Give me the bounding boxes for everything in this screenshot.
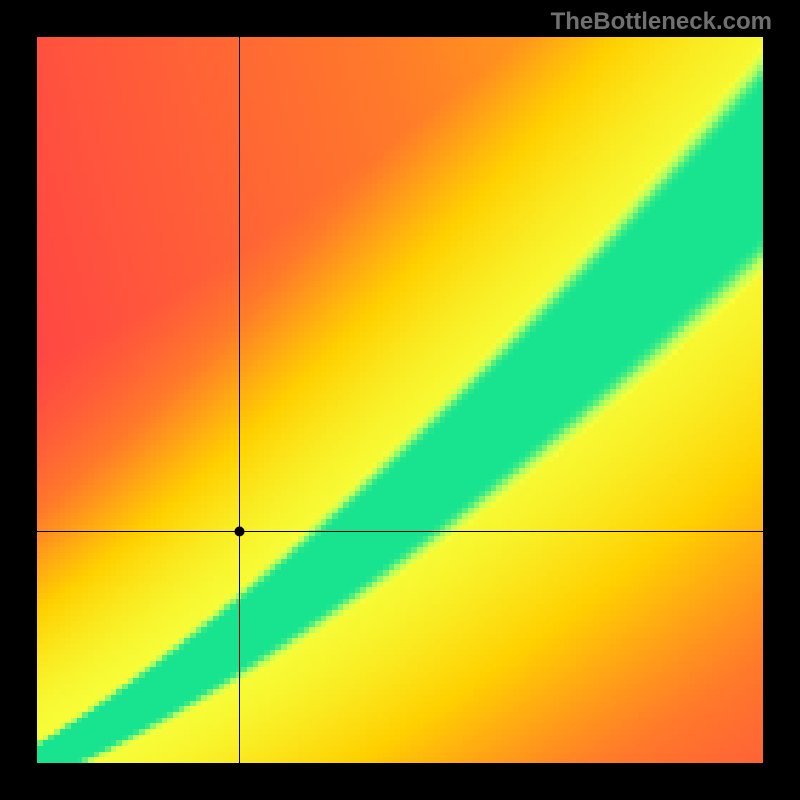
watermark-text: TheBottleneck.com [551,8,772,36]
heatmap-canvas [37,37,763,763]
heatmap-plot [37,37,763,763]
